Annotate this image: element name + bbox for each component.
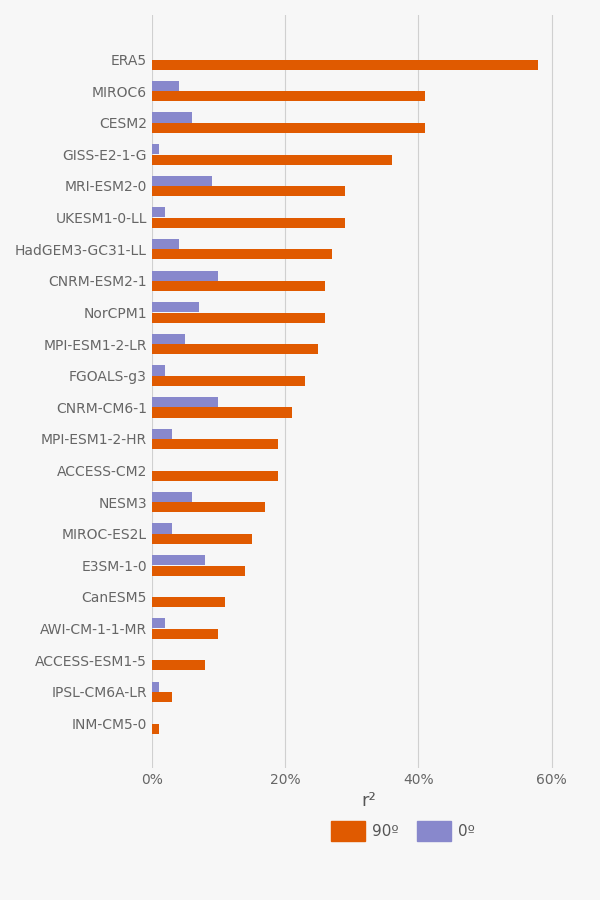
Bar [152, 218, 345, 228]
Bar [152, 439, 278, 449]
Bar [152, 365, 165, 375]
Bar [152, 724, 158, 733]
Bar [152, 91, 425, 102]
Bar [152, 534, 252, 544]
Bar [152, 155, 392, 165]
Bar [152, 176, 212, 185]
Bar [152, 692, 172, 702]
Bar [152, 661, 205, 670]
Bar [152, 397, 218, 407]
Bar [152, 249, 332, 259]
Bar [152, 502, 265, 512]
Bar [152, 59, 538, 70]
Bar [152, 471, 278, 481]
Bar [152, 565, 245, 576]
Bar [152, 408, 292, 418]
Bar [152, 344, 319, 355]
Bar [152, 144, 158, 154]
X-axis label: r²: r² [361, 792, 376, 810]
Bar [152, 186, 345, 196]
Bar [152, 81, 179, 91]
Bar [152, 428, 172, 438]
Bar [152, 376, 305, 386]
Bar [152, 681, 158, 692]
Bar [152, 112, 192, 122]
Bar [152, 302, 199, 312]
Bar [152, 597, 225, 608]
Bar [152, 618, 165, 628]
Bar [152, 238, 179, 249]
Bar [152, 207, 165, 218]
Bar [152, 555, 205, 565]
Legend: 90º, 0º: 90º, 0º [325, 815, 481, 847]
Bar [152, 123, 425, 133]
Bar [152, 312, 325, 323]
Bar [152, 271, 218, 281]
Bar [152, 524, 172, 534]
Bar [152, 334, 185, 344]
Bar [152, 281, 325, 291]
Bar [152, 629, 218, 639]
Bar [152, 492, 192, 502]
